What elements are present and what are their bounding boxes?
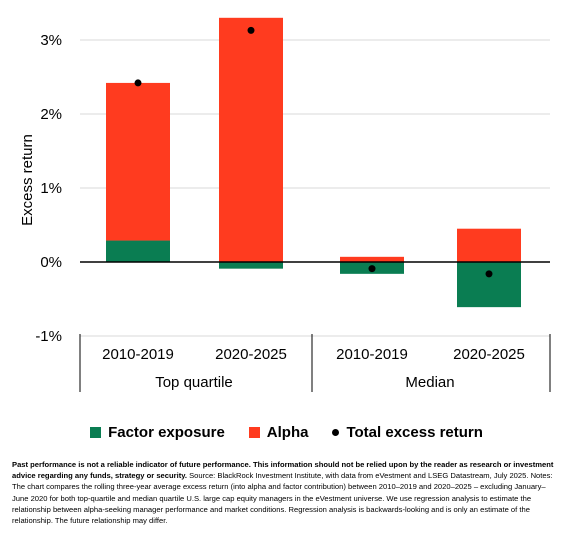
source-notes: Source: BlackRock Investment Institute, …: [12, 471, 553, 526]
total-marker: [134, 79, 142, 87]
y-tick-label: 0%: [40, 254, 62, 271]
bar-factor-exposure: [106, 240, 170, 262]
total-marker: [368, 265, 376, 273]
footnotes: Past performance is not a reliable indic…: [12, 459, 562, 526]
x-axis-categories: 2010-2019 2020-2025 Top quartile 2010-2019 2…: [79, 334, 551, 392]
legend-factor-label: Factor exposure: [108, 424, 225, 441]
legend-total-label: Total excess return: [346, 424, 483, 441]
y-tick-label: 3%: [40, 32, 62, 49]
legend-alpha: Alpha: [248, 424, 309, 441]
bar-factor-exposure: [219, 262, 283, 269]
y-axis-label: Excess return: [19, 134, 36, 226]
bar-factor-exposure: [457, 262, 521, 308]
x-tick-label: 2020-2025: [215, 346, 287, 363]
legend-alpha-label: Alpha: [266, 424, 309, 441]
total-marker: [485, 270, 493, 278]
legend: Factor exposure Alpha Total excess retur…: [0, 424, 573, 441]
y-tick-label: 2%: [40, 106, 62, 123]
excess-return-chart: -1% 0% 1% 2% 3% Excess return 2010-2019 2020-…: [19, 17, 551, 392]
bar-alpha: [219, 17, 283, 262]
total-dot-icon: [332, 429, 340, 436]
disclaimer-bold: Past performance is not a reliable indic…: [12, 460, 554, 481]
total-markers: [134, 26, 493, 278]
total-marker: [247, 26, 255, 34]
x-tick-label: 2020-2025: [453, 346, 525, 363]
group-label: Median: [405, 374, 454, 391]
group-label: Top quartile: [155, 374, 233, 391]
legend-factor-exposure: Factor exposure: [90, 424, 225, 441]
y-tick-labels: -1% 0% 1% 2% 3%: [35, 32, 62, 345]
bar-alpha: [340, 256, 404, 262]
alpha-swatch: [248, 427, 260, 438]
y-tick-label: -1%: [35, 328, 62, 345]
x-tick-label: 2010-2019: [336, 346, 408, 363]
bars: [106, 17, 521, 308]
bar-alpha: [106, 82, 170, 241]
legend-total: Total excess return: [332, 424, 483, 441]
x-tick-label: 2010-2019: [102, 346, 174, 363]
factor-swatch: [90, 427, 102, 438]
y-tick-label: 1%: [40, 180, 62, 197]
bar-alpha: [457, 228, 521, 262]
